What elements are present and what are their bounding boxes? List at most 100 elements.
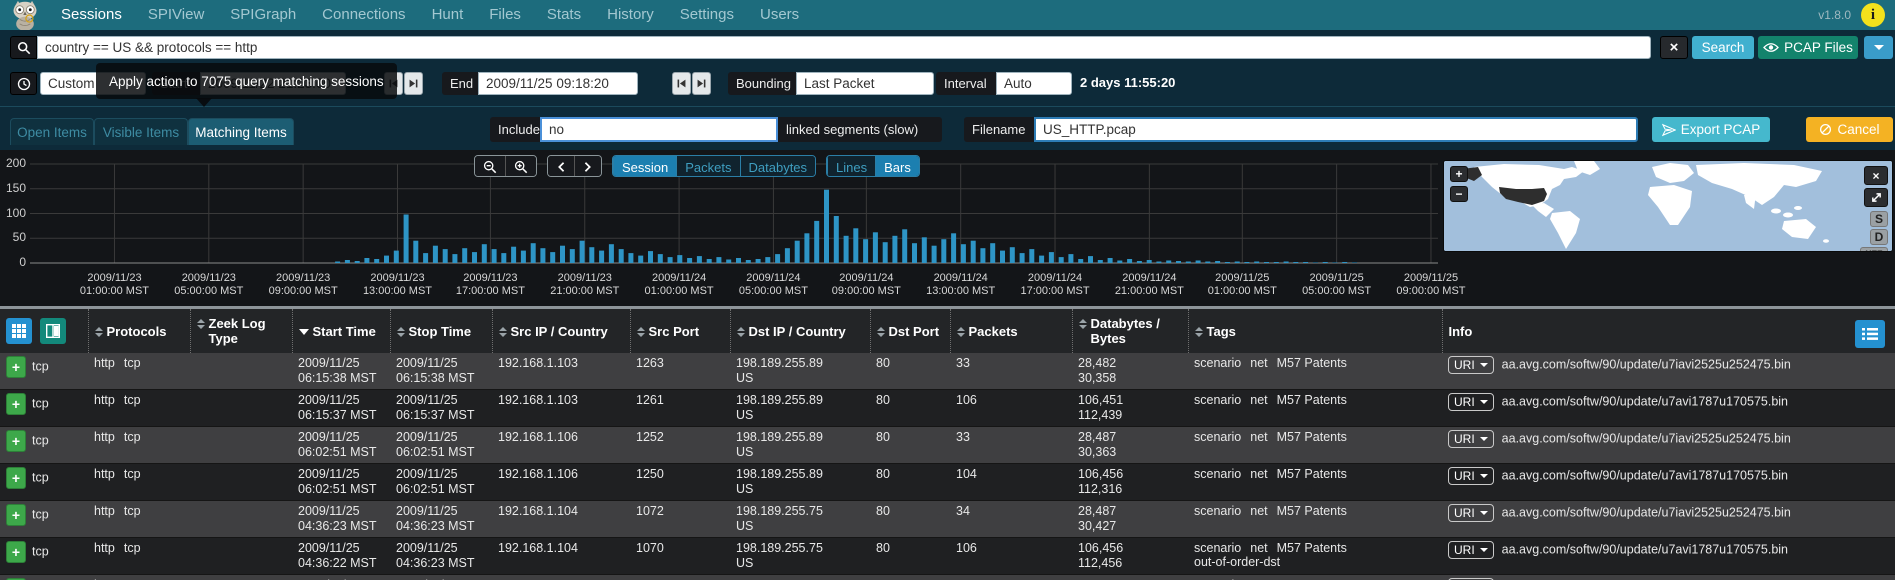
info-url[interactable]: aa.avg.com/softw/90/update/u7iavi2525u25…: [1501, 357, 1791, 372]
expand-session-button[interactable]: +: [6, 541, 26, 563]
nav-item-connections[interactable]: Connections: [322, 6, 406, 23]
nav-item-hunt[interactable]: Hunt: [431, 6, 464, 23]
cell-dst-port: 80: [870, 463, 950, 501]
toggle-all-sessions-button[interactable]: [6, 318, 32, 344]
graph-pan-right-button[interactable]: [574, 156, 601, 176]
column-header-databytes-bytes[interactable]: Databytes / Bytes: [1071, 309, 1188, 353]
graph-pan-left-button[interactable]: [548, 156, 574, 176]
uri-dropdown-button[interactable]: URI: [1448, 578, 1494, 580]
graph-series-packets-button[interactable]: Packets: [676, 156, 740, 176]
info-url[interactable]: aa.avg.com/softw/90/update/u7avi1787u170…: [1501, 542, 1788, 557]
info-url[interactable]: aa.avg.com/softw/90/update/u7iavi2525u25…: [1501, 431, 1791, 446]
uri-dropdown-button[interactable]: URI: [1448, 467, 1494, 485]
map-xff-toggle-button[interactable]: XFF: [1860, 247, 1888, 251]
graph-series-databytes-button[interactable]: Databytes: [739, 156, 816, 176]
nav-item-settings[interactable]: Settings: [679, 6, 734, 23]
cell-src-ip: 192.168.1.103: [492, 389, 630, 427]
uri-dropdown-button[interactable]: URI: [1448, 504, 1494, 522]
nav-item-spiview[interactable]: SPIView: [147, 6, 205, 23]
pcap-files-button[interactable]: PCAP Files: [1758, 36, 1858, 59]
filename-input[interactable]: [1034, 117, 1638, 142]
table-row[interactable]: + tcp http tcp 2009/11/25 06:02:51 MST 2009/11…: [0, 463, 1895, 501]
table-menu-button[interactable]: [1855, 320, 1885, 348]
graph-series-session-button[interactable]: Session: [613, 156, 677, 176]
tab-open-items[interactable]: Open Items: [10, 118, 94, 145]
map-dst-toggle-button[interactable]: D: [1870, 229, 1888, 245]
table-row[interactable]: + tcp http tcp 2009/11/25 06:15:38 MST 2009/11…: [0, 353, 1895, 390]
map-close-button[interactable]: ×: [1864, 166, 1888, 185]
expand-session-button[interactable]: +: [6, 467, 26, 489]
expand-session-button[interactable]: +: [6, 393, 26, 415]
info-url[interactable]: aa.avg.com/softw/90/update/u7avi1787u170…: [1501, 394, 1788, 409]
cancel-button[interactable]: Cancel: [1806, 117, 1893, 142]
table-row[interactable]: + tcp http tcp 2009/11/25 04:36:22 MST 2009/11…: [0, 537, 1895, 575]
cell-expander: + tcp: [0, 463, 88, 501]
info-url[interactable]: aa.avg.com/softw/90/update/u7iavi2525u25…: [1501, 505, 1791, 520]
clear-search-button[interactable]: ×: [1660, 36, 1688, 59]
map-zoom-out-button[interactable]: −: [1450, 186, 1468, 202]
table-row[interactable]: + tcp http tcp 2009/11/25 04:36:23 MST 2009/11…: [0, 500, 1895, 538]
graph-zoom-out-button[interactable]: [475, 156, 505, 176]
nav-item-stats[interactable]: Stats: [546, 6, 582, 23]
column-header-stop-time[interactable]: Stop Time: [389, 309, 492, 353]
nav-item-history[interactable]: History: [607, 6, 654, 23]
step-forward-button[interactable]: [404, 72, 423, 95]
info-icon[interactable]: i: [1861, 3, 1885, 27]
uri-dropdown-button[interactable]: URI: [1448, 356, 1494, 374]
column-header-src-ip-country[interactable]: Src IP / Country: [491, 309, 630, 353]
nav-item-files[interactable]: Files: [489, 6, 521, 23]
cell-databytes-bytes: 106,451 112,439: [1072, 389, 1188, 427]
column-header-src-port[interactable]: Src Port: [629, 309, 730, 353]
sort-icon: [396, 326, 405, 337]
column-header-dst-ip-country[interactable]: Dst IP / Country: [729, 309, 870, 353]
search-button[interactable]: Search: [1692, 36, 1754, 59]
sessions-timeline-plot[interactable]: [0, 158, 1440, 270]
table-row[interactable]: + tcp http tcp 2009/11/25 06:02:51 MST 2009/11…: [0, 426, 1895, 464]
column-settings-button[interactable]: [40, 318, 66, 344]
column-header-tags[interactable]: Tags: [1187, 309, 1442, 353]
column-header-zeek-log-type[interactable]: Zeek Log Type: [189, 309, 292, 353]
export-pcap-button[interactable]: Export PCAP: [1652, 117, 1770, 142]
end-step-back-button[interactable]: [672, 72, 691, 95]
graph-zoom-in-button[interactable]: [505, 156, 536, 176]
column-header-packets[interactable]: Packets: [949, 309, 1072, 353]
uri-dropdown-button[interactable]: URI: [1448, 393, 1494, 411]
nav-item-sessions[interactable]: Sessions: [61, 6, 122, 23]
expand-session-button[interactable]: +: [6, 504, 26, 526]
map-expand-button[interactable]: [1864, 188, 1888, 207]
graph-style-lines-button[interactable]: Lines: [827, 156, 876, 176]
bounding-select[interactable]: Last Packet: [796, 72, 934, 95]
world-map[interactable]: + − × S D XFF: [1443, 160, 1893, 252]
nav-item-users[interactable]: Users: [759, 6, 800, 23]
graph-style-bars-button[interactable]: Bars: [875, 156, 919, 176]
arkime-owl-logo[interactable]: [6, 0, 44, 31]
expand-session-button[interactable]: +: [6, 430, 26, 452]
graph-zoom-group: [474, 155, 537, 177]
table-row[interactable]: +tcphttptcp2009/11/252009/11/25192.168.1…: [0, 574, 1895, 580]
tab-visible-items[interactable]: Visible Items: [94, 118, 188, 145]
end-step-forward-button[interactable]: [692, 72, 711, 95]
expand-session-button[interactable]: +: [6, 356, 26, 378]
end-input[interactable]: 2009/11/25 09:18:20: [478, 72, 638, 95]
info-url[interactable]: aa.avg.com/softw/90/update/u7avi1787u170…: [1501, 468, 1788, 483]
expand-session-button[interactable]: +: [6, 578, 26, 580]
column-header-dst-port[interactable]: Dst Port: [869, 309, 950, 353]
map-src-toggle-button[interactable]: S: [1870, 211, 1888, 227]
include-segments-input[interactable]: [540, 117, 778, 142]
tab-matching-items[interactable]: Matching Items: [188, 118, 294, 145]
column-header-info: Info: [1441, 309, 1895, 353]
uri-dropdown-button[interactable]: URI: [1448, 430, 1494, 448]
map-zoom-in-button[interactable]: +: [1450, 166, 1468, 182]
cell-zeek-log-type: [190, 426, 292, 464]
table-row[interactable]: + tcp http tcp 2009/11/25 06:15:37 MST 2009/11…: [0, 389, 1895, 427]
nav-item-spigraph[interactable]: SPIGraph: [230, 6, 297, 23]
interval-select[interactable]: Auto: [996, 72, 1072, 95]
column-header-protocols[interactable]: Protocols: [87, 309, 190, 353]
actions-dropdown-button[interactable]: [1864, 36, 1893, 59]
world-map-canvas[interactable]: [1444, 161, 1893, 252]
search-input[interactable]: [37, 36, 1651, 59]
column-header-start-time[interactable]: Start Time: [291, 309, 390, 353]
uri-dropdown-button[interactable]: URI: [1448, 541, 1494, 559]
